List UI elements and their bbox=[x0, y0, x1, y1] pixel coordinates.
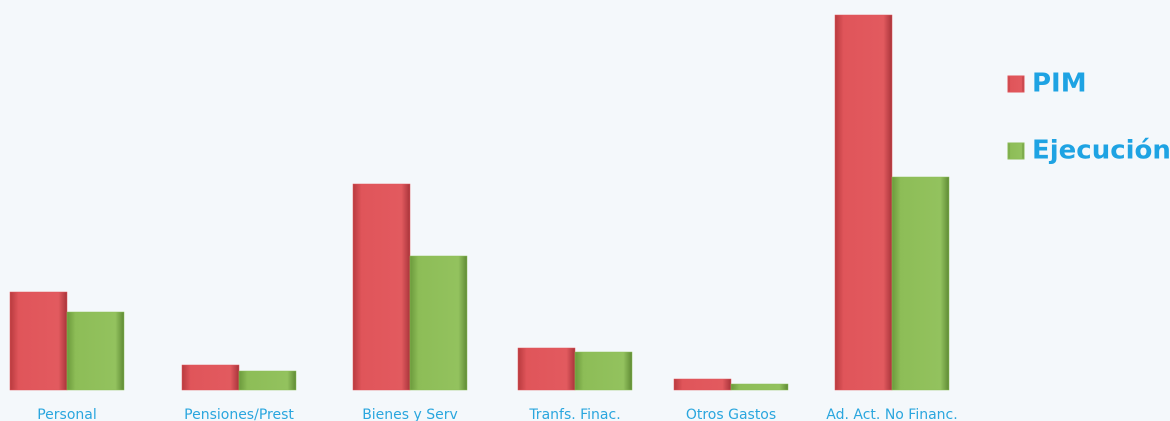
bar bbox=[409, 255, 468, 391]
bar bbox=[238, 370, 297, 391]
x-tick-label: Pensiones/Prest bbox=[184, 407, 294, 421]
legend-label: Ejecución bbox=[1032, 136, 1170, 166]
bar bbox=[517, 347, 576, 391]
bar bbox=[891, 176, 950, 391]
bar bbox=[352, 183, 411, 391]
bar bbox=[730, 383, 789, 391]
x-tick-label: Otros Gastos bbox=[686, 407, 776, 421]
x-tick-label: Personal bbox=[37, 407, 97, 421]
bar bbox=[834, 14, 893, 391]
bar bbox=[66, 311, 125, 391]
x-tick-label: Bienes y Serv bbox=[362, 407, 458, 421]
legend-swatch bbox=[1007, 142, 1025, 160]
bar bbox=[9, 291, 68, 391]
bar bbox=[673, 378, 732, 391]
legend-swatch bbox=[1007, 75, 1025, 93]
bar bbox=[574, 351, 633, 391]
x-tick-label: Ad. Act. No Financ. bbox=[826, 407, 957, 421]
x-tick-label: Tranfs. Finac. bbox=[528, 407, 620, 421]
bar bbox=[181, 364, 240, 391]
legend-label: PIM bbox=[1032, 69, 1087, 99]
